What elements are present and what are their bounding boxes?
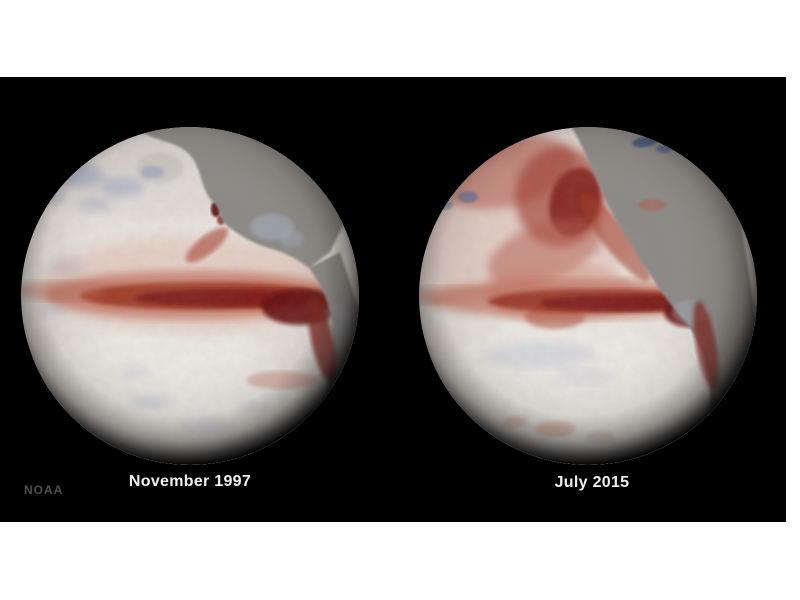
globe-label-november-1997: November 1997 (128, 473, 252, 490)
globes-illustration (21, 127, 757, 465)
sphere-shading (419, 127, 757, 465)
sphere-shading (21, 127, 359, 465)
figure-panel: November 1997 July 2015 NOAA (0, 77, 786, 522)
globe-label-july-2015: July 2015 (554, 474, 630, 491)
globe-november-1997 (21, 127, 359, 465)
globe-july-2015 (419, 127, 757, 465)
noaa-credit: NOAA (24, 483, 64, 497)
